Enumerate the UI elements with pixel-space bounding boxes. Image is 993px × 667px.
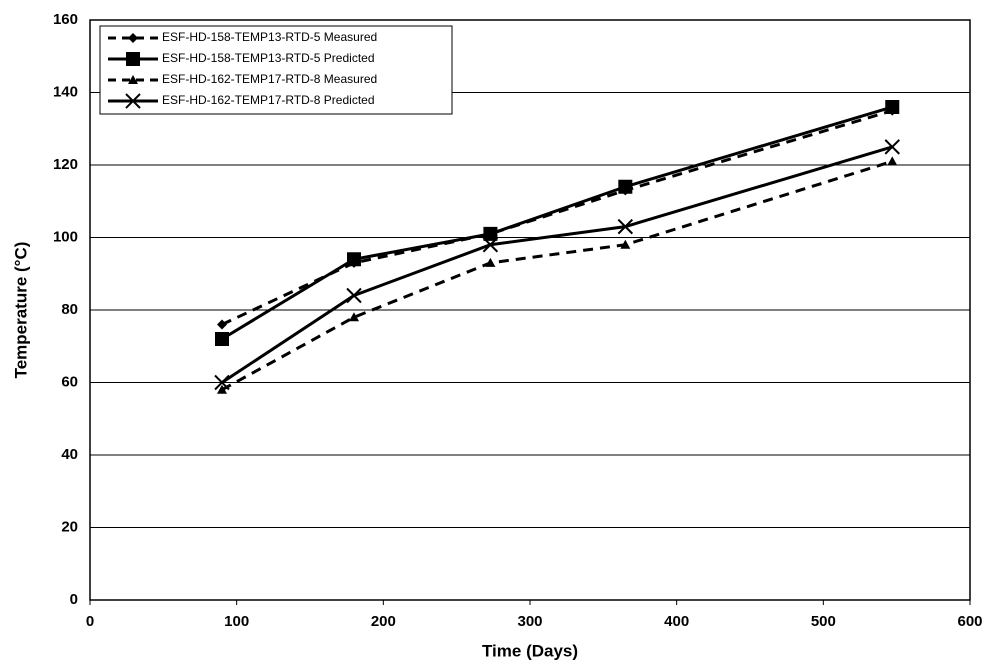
y-tick-label: 140 bbox=[53, 83, 78, 100]
marker bbox=[214, 374, 230, 391]
marker bbox=[215, 332, 229, 346]
y-tick-label: 160 bbox=[53, 11, 78, 28]
x-axis-label: Time (Days) bbox=[482, 641, 578, 660]
marker bbox=[618, 179, 633, 194]
marker bbox=[128, 33, 138, 43]
marker bbox=[885, 100, 900, 114]
marker bbox=[125, 93, 141, 109]
marker bbox=[217, 319, 227, 330]
x-tick-label: 600 bbox=[957, 613, 982, 630]
legend-box bbox=[99, 25, 453, 115]
x-tick-label: 500 bbox=[811, 613, 836, 630]
series-line bbox=[221, 145, 893, 384]
marker bbox=[349, 312, 359, 322]
marker bbox=[482, 237, 499, 253]
marker bbox=[346, 287, 362, 304]
legend-label: ESF-HD-162-TEMP17-RTD-8 Measured bbox=[162, 72, 377, 86]
y-tick-label: 20 bbox=[61, 518, 78, 535]
y-tick-label: 120 bbox=[53, 156, 78, 173]
marker bbox=[617, 218, 634, 235]
y-axis-label: Temperature (°C) bbox=[11, 242, 30, 379]
series-line bbox=[221, 159, 893, 392]
marker bbox=[887, 156, 898, 166]
x-tick-label: 0 bbox=[86, 613, 94, 630]
marker bbox=[217, 384, 227, 394]
marker bbox=[347, 252, 361, 267]
marker bbox=[126, 52, 140, 66]
legend-label: ESF-HD-162-TEMP17-RTD-8 Predicted bbox=[162, 93, 375, 107]
x-tick-label: 400 bbox=[664, 613, 689, 630]
y-tick-label: 60 bbox=[61, 373, 78, 390]
marker bbox=[485, 257, 496, 267]
legend-label: ESF-HD-158-TEMP13-RTD-5 Predicted bbox=[162, 51, 375, 65]
x-tick-label: 300 bbox=[517, 613, 542, 630]
marker bbox=[483, 226, 498, 241]
marker bbox=[128, 75, 138, 84]
marker bbox=[884, 139, 900, 155]
y-tick-label: 100 bbox=[53, 228, 78, 245]
x-tick-label: 200 bbox=[371, 613, 396, 630]
marker bbox=[620, 239, 631, 249]
series-line bbox=[221, 109, 893, 326]
legend-label: ESF-HD-158-TEMP13-RTD-5 Measured bbox=[162, 30, 377, 44]
y-tick-label: 80 bbox=[61, 301, 78, 318]
x-tick-label: 100 bbox=[224, 613, 249, 630]
y-tick-label: 0 bbox=[70, 591, 78, 608]
y-tick-label: 40 bbox=[61, 446, 78, 463]
